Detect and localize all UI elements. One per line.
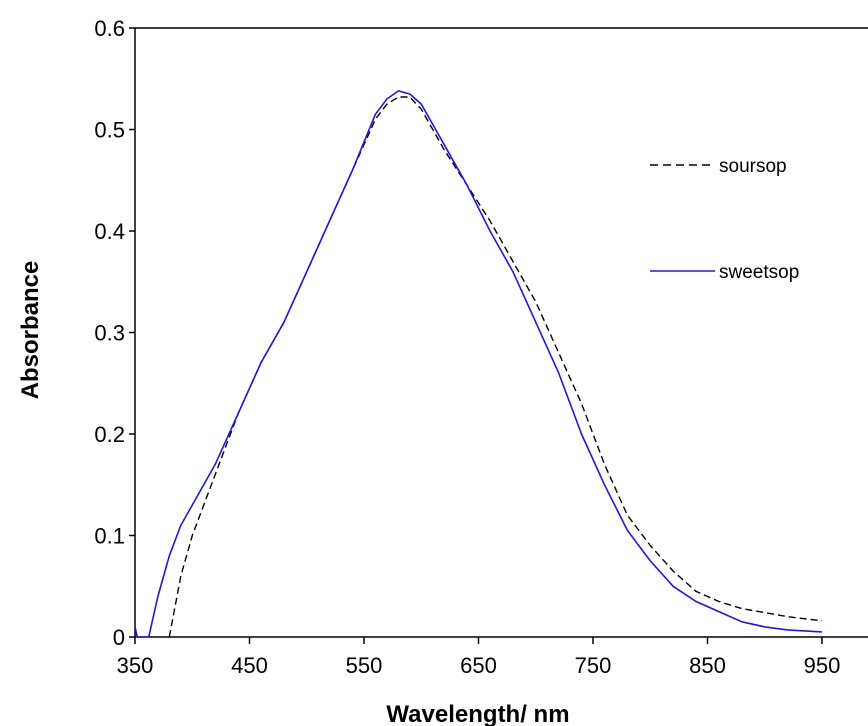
legend: soursop sweetsop [650, 156, 799, 283]
y-axis-title: Absorbance [17, 261, 44, 400]
x-tick-label: 450 [231, 653, 268, 678]
y-tick-label: 0.3 [94, 321, 125, 346]
y-tick-label: 0.4 [94, 219, 125, 244]
x-tick-label: 950 [804, 653, 841, 678]
y-tick-label: 0.2 [94, 422, 125, 447]
x-axis-title: Wavelength/ nm [386, 701, 569, 726]
series-line-soursop [168, 96, 823, 638]
legend-label-sweetsop: sweetsop [719, 262, 799, 283]
x-tick-label: 850 [689, 653, 726, 678]
x-tick-label: 650 [460, 653, 497, 678]
y-tick-label: 0.1 [94, 524, 125, 549]
y-tick-label: 0.5 [94, 118, 125, 143]
y-tick-label: 0 [113, 625, 125, 650]
x-tick-label: 750 [575, 653, 612, 678]
x-tick-label: 350 [117, 653, 154, 678]
x-tick-label: 550 [346, 653, 383, 678]
series-layer [134, 90, 823, 638]
series-line-sweetsop [134, 90, 823, 638]
y-axis-ticks: 0 0.1 0.2 0.3 0.4 0.5 0.6 [94, 16, 135, 650]
legend-label-soursop: soursop [719, 156, 787, 177]
x-axis-ticks: 350 450 550 650 750 850 950 [117, 637, 841, 678]
y-tick-label: 0.6 [94, 16, 125, 41]
plot-frame [134, 27, 868, 638]
